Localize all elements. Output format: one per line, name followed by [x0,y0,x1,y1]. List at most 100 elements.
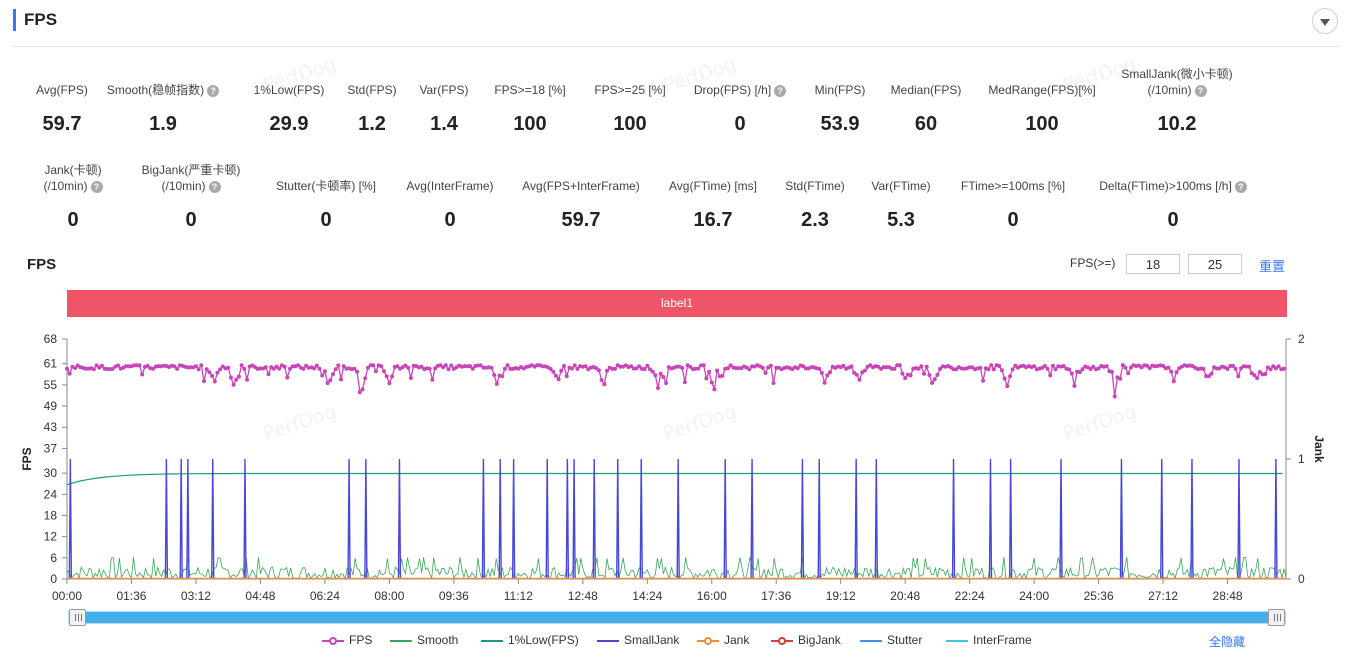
fps-data-point [1005,384,1010,389]
metric-label: Avg(FPS) [36,83,88,97]
fps-data-point [857,377,862,382]
fps-data-point [288,366,292,371]
y-tick-label: 12 [44,530,58,544]
slider-right-handle[interactable] [1268,609,1285,626]
fps-data-point [207,370,212,375]
fps-data-point [1257,370,1262,375]
fps-data-point [384,374,389,379]
fps-data-point [876,364,881,369]
help-icon[interactable]: ? [1234,180,1247,193]
metric-var-ftime: Var(FTime) 5.3 [811,162,991,231]
fps-data-point [1209,371,1214,376]
fps-data-point [328,378,333,383]
fps-data-point [1145,363,1149,368]
x-tick-label: 20:48 [890,589,920,603]
metric-label: Median(FPS) [890,83,962,97]
fps-data-point [341,364,346,369]
x-tick-label: 19:12 [826,589,856,603]
fps-data-point [331,372,335,377]
legend-item-smalljank[interactable]: SmallJank [597,633,679,647]
fps-data-point [1104,364,1109,369]
legend-item-smooth[interactable]: Smooth [390,633,458,647]
help-icon[interactable]: ? [774,84,787,97]
fps-data-point [986,367,991,372]
small-jank-spike [481,458,486,580]
small-jank-spike [243,458,247,580]
fps-series-line [66,363,1285,397]
hide-all-link[interactable]: 全隐藏 [1209,635,1246,649]
legend-item-fps[interactable]: FPS [322,633,372,647]
metric-value: 59.7 [42,113,82,135]
fps-data-point [1161,363,1166,368]
fps-data-point [65,366,69,371]
metric-value: 59.7 [561,209,601,231]
legend-item-1-low-fps[interactable]: 1%Low(FPS) [481,633,579,647]
fps-data-point [231,382,236,387]
fps-data-point [382,369,386,374]
collapse-button[interactable] [1312,8,1338,34]
fps-data-point [1008,374,1012,379]
metric-label: Delta(FTime)>100ms [/h] [1099,179,1232,193]
reset-link[interactable]: 重置 [1259,259,1286,274]
label-band[interactable]: label1 [67,290,1287,317]
small-jank-spike [545,458,549,580]
fps-data-point [919,364,924,369]
fps-data-point [559,368,564,373]
metric-label: SmallJank(微小卡顿) [1121,67,1233,81]
fps-data-point [825,373,830,378]
header-divider [13,46,1340,47]
fps-data-point [680,365,685,370]
fps-data-point [194,364,198,369]
metric-avg-fps: Avg(FPS) 59.7 [0,66,152,135]
fps-data-point [151,366,155,371]
help-icon[interactable]: ? [1194,84,1207,97]
slider-left-handle[interactable] [69,609,86,626]
fps-data-point [1010,367,1015,372]
smooth-series-line [66,556,1287,581]
fps-data-point [922,371,926,376]
help-icon[interactable]: ? [208,180,221,193]
fps-data-point [449,363,454,368]
fps-data-point [408,376,413,380]
metric-medrange-fps: MedRange(FPS)[%] 100 [952,66,1132,135]
fps-threshold-high-input[interactable] [1188,254,1242,274]
fps-data-point [320,373,325,378]
fps-data-point [981,378,986,383]
fps-data-point [1002,376,1007,381]
small-jank-spike [565,458,570,580]
help-icon[interactable]: ? [207,84,220,97]
x-tick-label: 09:36 [439,589,469,603]
fps-data-point [564,374,569,379]
fps-threshold-low-input[interactable] [1126,254,1180,274]
legend-item-jank[interactable]: Jank [697,633,749,647]
small-jank-spike [817,458,821,580]
help-icon[interactable]: ? [90,180,103,193]
legend-item-bigjank[interactable]: BigJank [771,633,841,647]
metric-label: Avg(FTime) [ms] [668,179,757,193]
fps-data-point [760,365,765,370]
time-range-slider[interactable] [68,611,1286,624]
fps-data-point [548,367,553,371]
fps-data-point [1112,394,1117,399]
legend-item-interframe[interactable]: InterFrame [946,633,1032,647]
fps-data-point [314,363,319,368]
fps-data-point [263,365,268,370]
fps-data-point [1166,365,1171,370]
fps-data-point [570,366,575,371]
fps-data-point [468,364,472,369]
fps-data-point [352,366,357,371]
fps-data-point [924,364,929,369]
metric-label: Jank(卡顿) [44,163,102,177]
metric-bigjank: BigJank(严重卡顿) (/10min)? 0 [101,162,281,231]
fps-data-point [575,366,580,371]
fps-data-point [642,367,647,372]
fps-data-point [908,373,913,378]
fps-data-point [339,377,343,382]
fps-data-point [336,363,341,368]
fps-data-point [204,367,209,372]
small-jank-spike [1008,458,1013,580]
legend-label: BigJank [798,633,841,647]
small-jank-spike [1274,458,1278,580]
legend-item-stutter[interactable]: Stutter [860,633,922,647]
